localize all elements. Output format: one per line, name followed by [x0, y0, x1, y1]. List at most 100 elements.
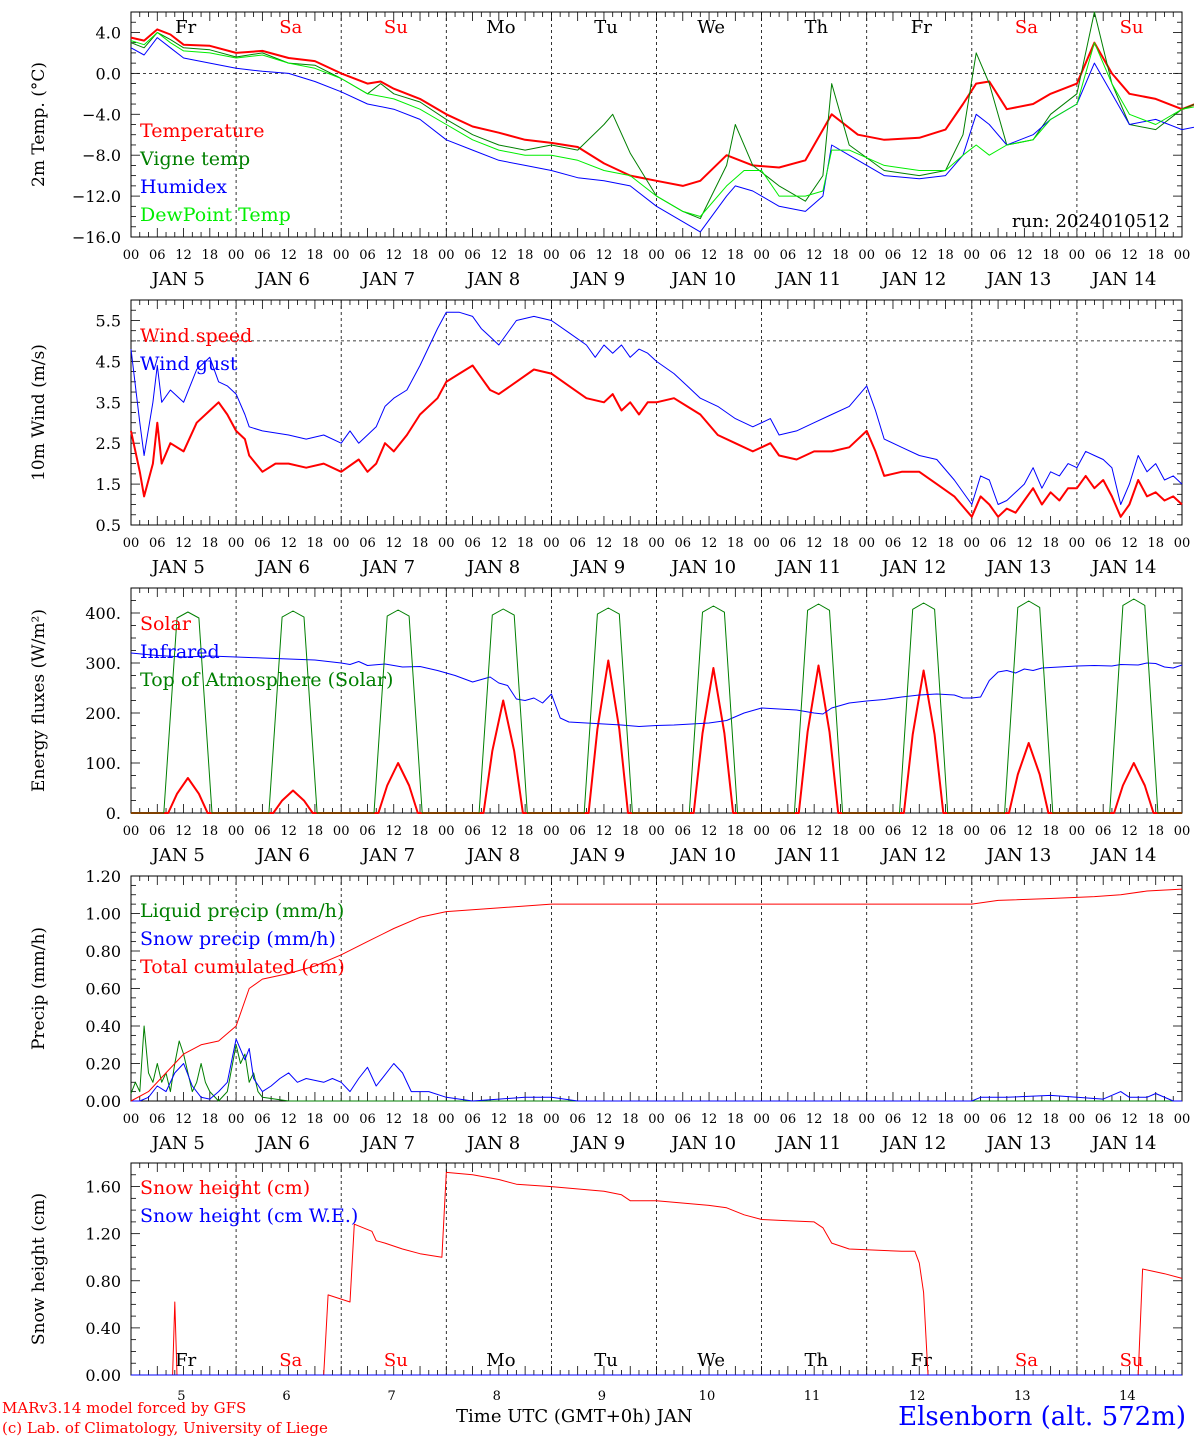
hour-tick-label: 12 — [175, 1112, 192, 1127]
hour-tick-label: 00 — [333, 1112, 350, 1127]
hour-tick-label: 00 — [543, 536, 560, 551]
hour-tick-label: 06 — [464, 248, 481, 263]
y-tick-label: 0.0 — [96, 64, 121, 83]
hour-tick-label: 18 — [202, 1112, 219, 1127]
hour-tick-label: 18 — [1147, 824, 1164, 839]
panel-wind: 5.5 4.5 3.5 2.5 1.5 0.5 10m Wind (m/s) 00 06 12 18… — [29, 299, 1190, 578]
hour-tick-label: 00 — [333, 536, 350, 551]
hour-tick-label: 00 — [438, 248, 455, 263]
hour-tick-label: 18 — [832, 536, 849, 551]
hour-tick-label: 06 — [254, 248, 271, 263]
date-label: JAN 10 — [669, 1133, 736, 1154]
hour-tick-label: 18 — [727, 824, 744, 839]
hour-tick-label: 12 — [701, 824, 718, 839]
hour-tick-label: 12 — [1016, 1112, 1033, 1127]
date-label: JAN 7 — [360, 269, 415, 290]
panel-temperature: 4.0 0.0 −4.0 −8.0 −12.0 −16.0 2m Temp. (°C) 00 0… — [29, 11, 1194, 290]
date-label: JAN 6 — [255, 269, 310, 290]
day-name: Fr — [175, 1350, 196, 1371]
hour-tick-label: 18 — [622, 536, 639, 551]
day-name: Fr — [911, 1350, 932, 1371]
y-tick-label: 0.40 — [85, 1319, 121, 1338]
y-tick-label: 0.5 — [96, 516, 121, 535]
date-label: JAN 9 — [570, 1133, 625, 1154]
hour-tick-label: 00 — [858, 1112, 875, 1127]
hour-tick-label: 12 — [596, 248, 613, 263]
hour-tick-label: 18 — [412, 1112, 429, 1127]
y-axis-title: Precip (mm/h) — [29, 927, 49, 1050]
y-axis-title: Energy fluxes (W/m²) — [29, 609, 49, 792]
date-label: JAN 13 — [985, 557, 1052, 578]
hour-tick-label: 12 — [1121, 1112, 1138, 1127]
day-name: Su — [384, 1350, 408, 1371]
date-label: JAN 6 — [255, 557, 310, 578]
legend-entry: Snow height (cm) — [140, 1177, 310, 1199]
date-label: JAN 14 — [1090, 269, 1157, 290]
hour-tick-label: 12 — [806, 1112, 823, 1127]
date-label: JAN 7 — [360, 845, 415, 866]
hour-tick-label: 06 — [780, 536, 797, 551]
legend-entry: Snow height (cm W.E.) — [140, 1205, 358, 1227]
series-wind-speed — [130, 364, 1183, 518]
hour-tick-label: 00 — [123, 536, 140, 551]
hour-tick-label: 12 — [175, 824, 192, 839]
day-number-label: 12 — [909, 1389, 926, 1404]
hour-tick-label: 12 — [806, 824, 823, 839]
legend-entry: DewPoint Temp — [140, 204, 291, 226]
plot-frame — [130, 299, 1183, 526]
day-name: Tu — [594, 1350, 618, 1371]
hour-tick-label: 12 — [280, 824, 297, 839]
y-tick-label: 100. — [85, 754, 121, 773]
y-tick-label: −16.0 — [72, 228, 121, 247]
series-liquid-precip-mm-h — [130, 1025, 1182, 1102]
hour-tick-label: 06 — [149, 248, 166, 263]
hour-tick-label: 00 — [543, 1112, 560, 1127]
hour-tick-label: 06 — [569, 536, 586, 551]
hour-tick-label: 12 — [385, 1112, 402, 1127]
series-snow-precip-mm-h — [131, 1038, 1182, 1102]
series-infrared — [130, 652, 1183, 727]
y-axis-title: Snow height (cm) — [29, 1193, 49, 1345]
hour-tick-label: 00 — [753, 1112, 770, 1127]
day-name: Tu — [594, 17, 618, 38]
hour-tick-label: 06 — [464, 824, 481, 839]
hour-tick-label: 06 — [675, 824, 692, 839]
series-temperature — [130, 28, 1194, 187]
series-humidex — [130, 37, 1194, 233]
y-tick-label: 1.20 — [85, 867, 121, 886]
hour-tick-label: 18 — [1042, 824, 1059, 839]
hour-tick-label: 00 — [228, 1112, 245, 1127]
hour-tick-label: 00 — [1174, 1112, 1191, 1127]
hour-tick-label: 06 — [1095, 248, 1112, 263]
hour-tick-label: 00 — [964, 1112, 981, 1127]
hour-tick-label: 12 — [911, 824, 928, 839]
panel-snow: 1.60 1.20 0.80 0.40 0.00 Snow height (cm) 5 6 7 8… — [29, 1162, 1183, 1404]
hour-tick-label: 06 — [1095, 1112, 1112, 1127]
day-number-label: 5 — [177, 1389, 185, 1404]
date-label: JAN 8 — [465, 269, 520, 290]
day-name: Sa — [1015, 1350, 1038, 1371]
date-label: JAN 6 — [255, 1133, 310, 1154]
hour-tick-label: 18 — [1147, 536, 1164, 551]
hour-tick-label: 00 — [753, 248, 770, 263]
hour-tick-label: 06 — [149, 824, 166, 839]
hour-tick-label: 06 — [1095, 536, 1112, 551]
series-dewpoint-temp — [130, 32, 1194, 217]
y-axis-title: 2m Temp. (°C) — [29, 62, 49, 187]
hour-tick-label: 00 — [858, 824, 875, 839]
y-tick-label: 0.00 — [85, 1092, 121, 1111]
hour-tick-label: 06 — [464, 1112, 481, 1127]
hour-tick-label: 18 — [937, 536, 954, 551]
hour-tick-label: 18 — [412, 824, 429, 839]
date-label: JAN 12 — [880, 1133, 947, 1154]
hour-tick-label: 06 — [254, 824, 271, 839]
hour-tick-label: 00 — [123, 1112, 140, 1127]
date-label: JAN 11 — [775, 1133, 842, 1154]
hour-tick-label: 00 — [123, 248, 140, 263]
station-name: Elsenborn (alt. 572m) — [898, 1402, 1186, 1432]
date-label: JAN 9 — [570, 845, 625, 866]
hour-tick-label: 12 — [175, 536, 192, 551]
hour-tick-label: 00 — [753, 824, 770, 839]
panel-precip: 1.20 1.00 0.80 0.60 0.40 0.20 0.00 Precip (mm/h… — [29, 867, 1190, 1154]
date-label: JAN 8 — [465, 845, 520, 866]
